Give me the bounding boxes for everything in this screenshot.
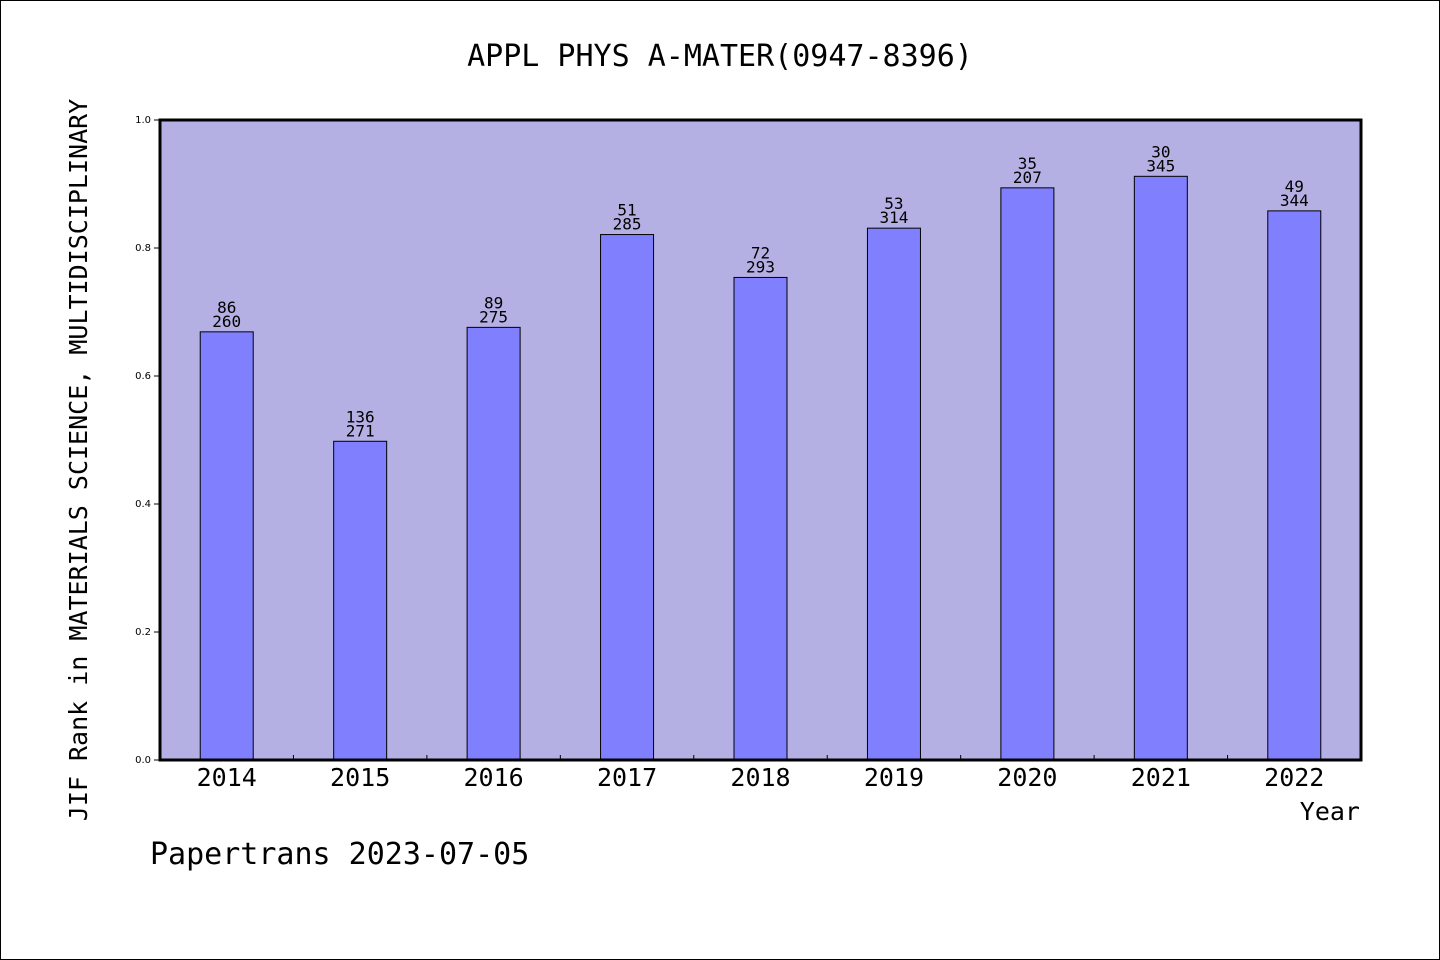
bar-rank-label: 51 [617, 201, 636, 220]
x-tick-label: 2014 [197, 763, 257, 792]
x-tick-label: 2017 [597, 763, 657, 792]
bar-rank-label: 89 [484, 293, 503, 312]
x-tick-label: 2016 [464, 763, 524, 792]
bar-2015 [333, 440, 388, 761]
x-axis-label: Year [1300, 797, 1360, 826]
y-tick-label: 0.4 [135, 499, 151, 510]
chart-title: APPL PHYS A-MATER(0947-8396) [467, 39, 973, 74]
bar-2022 [1267, 210, 1322, 761]
x-tick-label: 2021 [1131, 763, 1191, 792]
y-tick-label: 0.8 [135, 243, 151, 254]
bar-total-label: 344 [1280, 191, 1309, 210]
bar-rank-label: 53 [884, 194, 903, 213]
bar-2017 [600, 234, 655, 761]
bar-total-label: 275 [479, 307, 508, 326]
x-tick-label: 2018 [730, 763, 790, 792]
bar-rank-label: 136 [346, 407, 375, 426]
y-axis-label: JIF Rank in MATERIALS SCIENCE, MULTIDISC… [64, 99, 93, 821]
x-tick-label: 2015 [330, 763, 390, 792]
bar-rank-label: 35 [1018, 154, 1037, 173]
bar-2021 [1133, 175, 1188, 761]
source-footer: Papertrans 2023-07-05 [150, 837, 529, 872]
bar-total-label: 285 [613, 215, 642, 234]
y-tick-label: 0.0 [135, 755, 151, 766]
bar-total-label: 260 [212, 312, 241, 331]
bars-group [199, 175, 1322, 761]
bar-2018 [733, 276, 788, 761]
bar-2019 [866, 227, 921, 761]
bar-rank-label: 72 [751, 243, 770, 262]
x-tick-label: 2020 [997, 763, 1057, 792]
bar-total-label: 314 [879, 208, 908, 227]
x-tick-label: 2022 [1264, 763, 1324, 792]
y-axis: 0.0 0.2 0.4 0.6 0.8 1.0 [135, 115, 160, 766]
bar-rank-label: 86 [217, 298, 236, 317]
bar-total-label: 271 [346, 421, 375, 440]
bar-rank-label: 49 [1285, 177, 1304, 196]
bar-total-label: 293 [746, 257, 775, 276]
bar-total-label: 207 [1013, 168, 1042, 187]
x-axis: 2014 2015 2016 2017 2018 2019 2020 2021 2022 [197, 755, 1324, 792]
x-tick-label: 2019 [864, 763, 924, 792]
bar-2014 [199, 331, 254, 761]
bar-2016 [466, 326, 521, 761]
bar-rank-label: 30 [1151, 142, 1170, 161]
plot-border [158, 118, 1363, 762]
bar-total-label: 345 [1146, 156, 1175, 175]
y-tick-label: 0.6 [135, 371, 151, 382]
bar-2020 [1000, 187, 1055, 761]
y-tick-label: 1.0 [135, 115, 151, 126]
y-tick-label: 0.2 [135, 627, 151, 638]
bar-labels-group: 8626013627189275512857229353314352073034… [212, 142, 1308, 440]
